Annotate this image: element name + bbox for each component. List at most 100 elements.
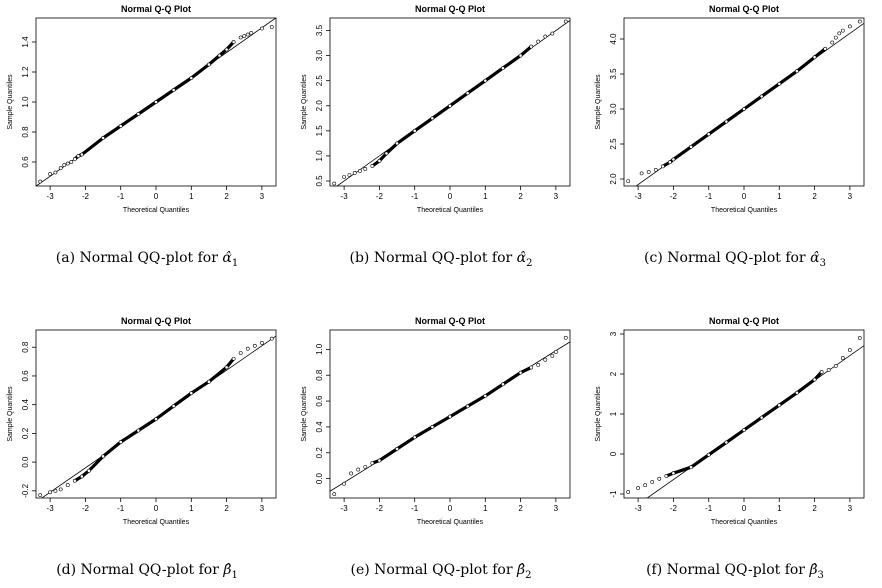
- qq-point: [53, 488, 58, 493]
- y-tick-label: 2.0: [609, 173, 618, 185]
- qq-point: [76, 154, 81, 158]
- qq-point: [812, 55, 817, 60]
- qq-point: [742, 428, 746, 432]
- qq-point: [118, 440, 123, 444]
- caption-text: (d) Normal QQ-plot for: [56, 562, 219, 578]
- x-tick-label: -1: [117, 504, 125, 513]
- y-tick-label: 1.0: [21, 96, 30, 108]
- x-tick-label: 3: [260, 504, 265, 513]
- qq-point: [231, 40, 236, 44]
- qq-point: [245, 346, 250, 351]
- y-tick-label: 0.4: [21, 399, 30, 411]
- qq-point: [795, 390, 799, 395]
- y-tick-label: 0.5: [315, 175, 324, 187]
- caption-subscript: 1: [231, 570, 238, 581]
- qq-point: [65, 483, 70, 487]
- y-tick-label: 1.2: [21, 66, 30, 78]
- qq-point: [857, 336, 862, 340]
- qq-plot-beta3: Normal Q-Q Plot -3 -2 -1 0 1 2 3 -1 0 1 2 3 Theoretic…: [595, 316, 865, 526]
- x-tick-label: 1: [189, 504, 194, 513]
- qq-panel-alpha1: Normal Q-Q Plot -3 -2 -1 0 1 2 3 0.6 0.8 1.0 1.2 1.4…: [0, 0, 294, 294]
- qq-panel-alpha2: Normal Q-Q Plot -3 -2 -1 0 1 2 3 0.5 1.0 1.5 2.0 2.5…: [294, 0, 588, 294]
- y-tick-label: 0.8: [21, 341, 30, 353]
- x-tick-label: 3: [848, 504, 853, 513]
- qq-point: [224, 365, 229, 370]
- y-tick-label: 3: [609, 331, 618, 336]
- qq-point: [536, 39, 541, 44]
- qq-point: [249, 31, 254, 35]
- x-tick-label: 0: [448, 504, 453, 513]
- caption-symbol: β̂: [223, 562, 232, 578]
- qq-point: [252, 343, 257, 348]
- qq-point: [529, 365, 534, 370]
- qq-point: [349, 471, 354, 476]
- qq-point: [689, 144, 693, 149]
- qq-plot-beta2: Normal Q-Q Plot -3 -2 -1 0 1 2 3 0.0 0.2 0.4 0.6 0.8…: [301, 316, 571, 526]
- qq-point: [154, 417, 158, 421]
- qq-point: [636, 486, 641, 490]
- caption-subscript: 2: [526, 258, 533, 269]
- qq-point: [826, 368, 831, 372]
- qq-point: [812, 377, 817, 382]
- y-tick-label: 0.8: [315, 369, 324, 381]
- x-tick-label: 0: [448, 192, 453, 201]
- qq-point: [724, 440, 729, 445]
- qq-point: [626, 179, 631, 184]
- qq-point: [724, 119, 729, 124]
- qq-point: [543, 357, 548, 362]
- qq-point: [342, 175, 347, 179]
- qq-point: [671, 471, 676, 476]
- x-tick-label: 1: [189, 192, 194, 201]
- caption-alpha3: (c) Normal QQ-plot for α̂3: [588, 250, 882, 269]
- qq-point: [377, 159, 382, 163]
- qq-point: [189, 391, 194, 396]
- qq-point: [518, 53, 523, 58]
- qq-point: [242, 34, 247, 38]
- qq-point: [136, 112, 141, 116]
- qq-point: [706, 132, 711, 137]
- x-tick-label: 3: [554, 192, 559, 201]
- caption-alpha2: (b) Normal QQ-plot for α̂2: [294, 250, 588, 269]
- y-tick-label: 3.5: [315, 24, 324, 36]
- qq-point: [207, 379, 211, 384]
- y-axis-label: Sample Quantiles: [595, 386, 602, 442]
- x-tick-label: -3: [635, 192, 643, 201]
- plot-title: Normal Q-Q Plot: [415, 4, 485, 14]
- qq-point: [65, 161, 70, 166]
- qq-point: [38, 493, 43, 498]
- qq-point: [245, 32, 250, 37]
- y-tick-label: 0.0: [315, 473, 324, 485]
- qq-point: [412, 435, 417, 440]
- x-tick-label: -2: [376, 504, 384, 513]
- qq-point: [430, 425, 435, 429]
- plot-frame: [35, 329, 277, 499]
- y-tick-label: 2.5: [609, 138, 618, 150]
- qq-panel-beta1: Normal Q-Q Plot -3 -2 -1 0 1 2 3 -0.2 0.0 0.2 0.4 0.…: [0, 294, 294, 588]
- qq-point: [833, 35, 838, 40]
- qq-point: [840, 356, 845, 360]
- qq-point: [563, 19, 568, 24]
- qq-point: [171, 88, 176, 92]
- qq-point: [847, 24, 852, 29]
- y-tick-label: 2.0: [315, 100, 324, 112]
- x-tick-label: -1: [411, 192, 419, 201]
- x-tick-label: 1: [483, 504, 488, 513]
- qq-point: [259, 341, 264, 345]
- qq-point: [550, 31, 555, 36]
- x-axis-label: Theoretical Quantiles: [417, 519, 484, 526]
- qq-point: [759, 94, 764, 99]
- qq-point: [501, 382, 505, 387]
- x-tick-label: -2: [376, 192, 384, 201]
- qq-point: [837, 31, 842, 36]
- qq-point: [501, 66, 505, 71]
- x-tick-label: -3: [47, 192, 55, 201]
- x-tick-label: 0: [154, 504, 159, 513]
- y-tick-label: 1: [609, 411, 618, 416]
- x-tick-label: 1: [483, 192, 488, 201]
- y-tick-label: 1.0: [315, 343, 324, 355]
- y-tick-label: -1: [609, 490, 618, 498]
- qq-point: [370, 164, 375, 168]
- caption-text: (e) Normal QQ-plot for: [350, 562, 513, 578]
- qq-point: [118, 124, 123, 128]
- qq-point: [664, 474, 669, 478]
